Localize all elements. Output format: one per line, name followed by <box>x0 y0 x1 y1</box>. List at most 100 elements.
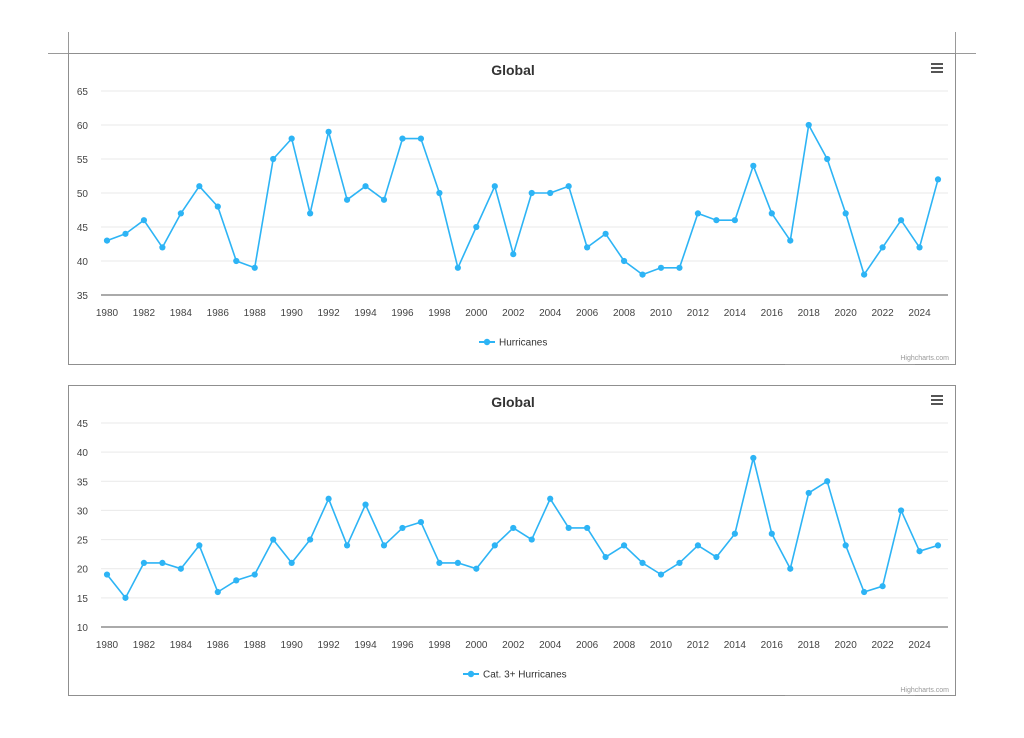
page-guide-horizontal-right <box>955 53 976 54</box>
x-tick-label: 2002 <box>502 308 525 319</box>
chart-svg-hurricanes: Global 35 40 45 50 55 60 65 1980 1982 1984 1986 1988… <box>77 62 949 362</box>
y-tick-label: 40 <box>77 257 89 268</box>
data-point <box>768 210 775 217</box>
data-point <box>787 237 794 244</box>
x-tick-label: 1982 <box>133 640 156 651</box>
data-point <box>122 230 129 237</box>
data-point <box>713 217 720 224</box>
data-point <box>897 507 905 514</box>
legend-item[interactable]: Hurricanes <box>479 338 547 349</box>
data-point <box>399 135 406 142</box>
credit-link[interactable]: Highcharts.com <box>900 355 949 362</box>
data-point <box>694 542 702 549</box>
x-tick-label: 2022 <box>871 640 894 651</box>
data-point <box>584 524 591 532</box>
data-point <box>694 210 702 217</box>
x-tick-label: 2014 <box>724 308 747 319</box>
credit-link[interactable]: Highcharts.com <box>900 687 949 694</box>
data-point <box>103 571 111 578</box>
x-tick-label: 1986 <box>207 640 230 651</box>
data-point <box>750 454 757 462</box>
y-tick-label: 40 <box>77 448 89 459</box>
data-point <box>768 530 775 537</box>
x-tick-label: 2000 <box>465 308 488 319</box>
data-point <box>824 155 831 163</box>
menu-icon[interactable] <box>931 395 943 405</box>
data-point <box>436 559 443 566</box>
y-tick-label: 50 <box>77 189 89 200</box>
data-point <box>196 542 203 549</box>
legend-label: Cat. 3+ Hurricanes <box>483 670 567 681</box>
x-tick-label: 2018 <box>798 640 821 651</box>
data-point <box>233 257 240 265</box>
data-point <box>510 524 517 532</box>
x-tick-label: 1998 <box>428 640 451 651</box>
data-point <box>528 189 535 197</box>
menu-icon-bar <box>931 399 943 401</box>
data-point <box>731 530 738 537</box>
x-tick-label: 1990 <box>281 308 304 319</box>
data-point <box>879 583 886 590</box>
data-point <box>307 210 314 217</box>
legend-marker-icon <box>467 670 475 678</box>
x-tick-label: 2004 <box>539 308 562 319</box>
data-point <box>805 489 812 497</box>
x-tick-label: 2006 <box>576 640 599 651</box>
data-point <box>140 559 148 566</box>
data-point <box>657 264 665 271</box>
x-tick-label: 2020 <box>835 640 858 651</box>
x-tick-label: 2012 <box>687 308 710 319</box>
data-point <box>251 571 258 578</box>
x-tick-label: 1980 <box>96 308 119 319</box>
series-line <box>106 124 939 276</box>
x-tick-label: 1994 <box>354 640 377 651</box>
data-point <box>473 565 480 572</box>
data-point <box>528 536 535 543</box>
y-tick-label: 60 <box>77 121 89 132</box>
legend-item[interactable]: Cat. 3+ Hurricanes <box>463 670 567 681</box>
data-point <box>214 203 221 210</box>
menu-icon-bar <box>931 395 943 397</box>
data-point <box>177 565 184 572</box>
data-point <box>547 189 554 197</box>
data-point <box>565 524 572 532</box>
data-point <box>584 244 591 251</box>
page-guide-vertical-right <box>955 32 956 54</box>
x-tick-label: 1984 <box>170 640 193 651</box>
data-point <box>861 271 868 278</box>
series-line <box>106 457 939 599</box>
y-tick-label: 65 <box>77 87 89 98</box>
scroll-indicator-bottom <box>785 695 915 696</box>
y-tick-label: 55 <box>77 155 89 166</box>
data-point <box>380 542 388 549</box>
data-point <box>288 135 295 142</box>
data-point <box>491 542 498 549</box>
data-point <box>916 548 923 555</box>
data-point <box>934 542 942 549</box>
menu-icon[interactable] <box>931 63 943 73</box>
x-tick-label: 1982 <box>133 308 156 319</box>
data-point <box>122 594 129 601</box>
x-tick-label: 1990 <box>281 640 304 651</box>
data-point <box>842 542 849 549</box>
data-point <box>934 176 942 183</box>
y-tick-label: 35 <box>77 477 89 488</box>
data-point <box>473 223 480 231</box>
x-tick-label: 1992 <box>317 640 340 651</box>
data-point <box>897 217 905 224</box>
x-tick-label: 1980 <box>96 640 119 651</box>
x-tick-label: 1996 <box>391 308 414 319</box>
data-point <box>159 244 166 251</box>
page-guide-vertical-left <box>68 32 69 54</box>
x-tick-label: 2002 <box>502 640 525 651</box>
data-point <box>399 524 406 532</box>
x-tick-label: 1992 <box>317 308 340 319</box>
y-tick-label: 35 <box>77 291 89 302</box>
x-tick-label: 2014 <box>724 640 747 651</box>
page-guide-horizontal-left <box>48 53 69 54</box>
x-tick-label: 2006 <box>576 308 599 319</box>
data-point <box>233 577 240 584</box>
x-tick-label: 2016 <box>761 308 784 319</box>
data-point <box>805 121 812 129</box>
x-tick-label: 2016 <box>761 640 784 651</box>
